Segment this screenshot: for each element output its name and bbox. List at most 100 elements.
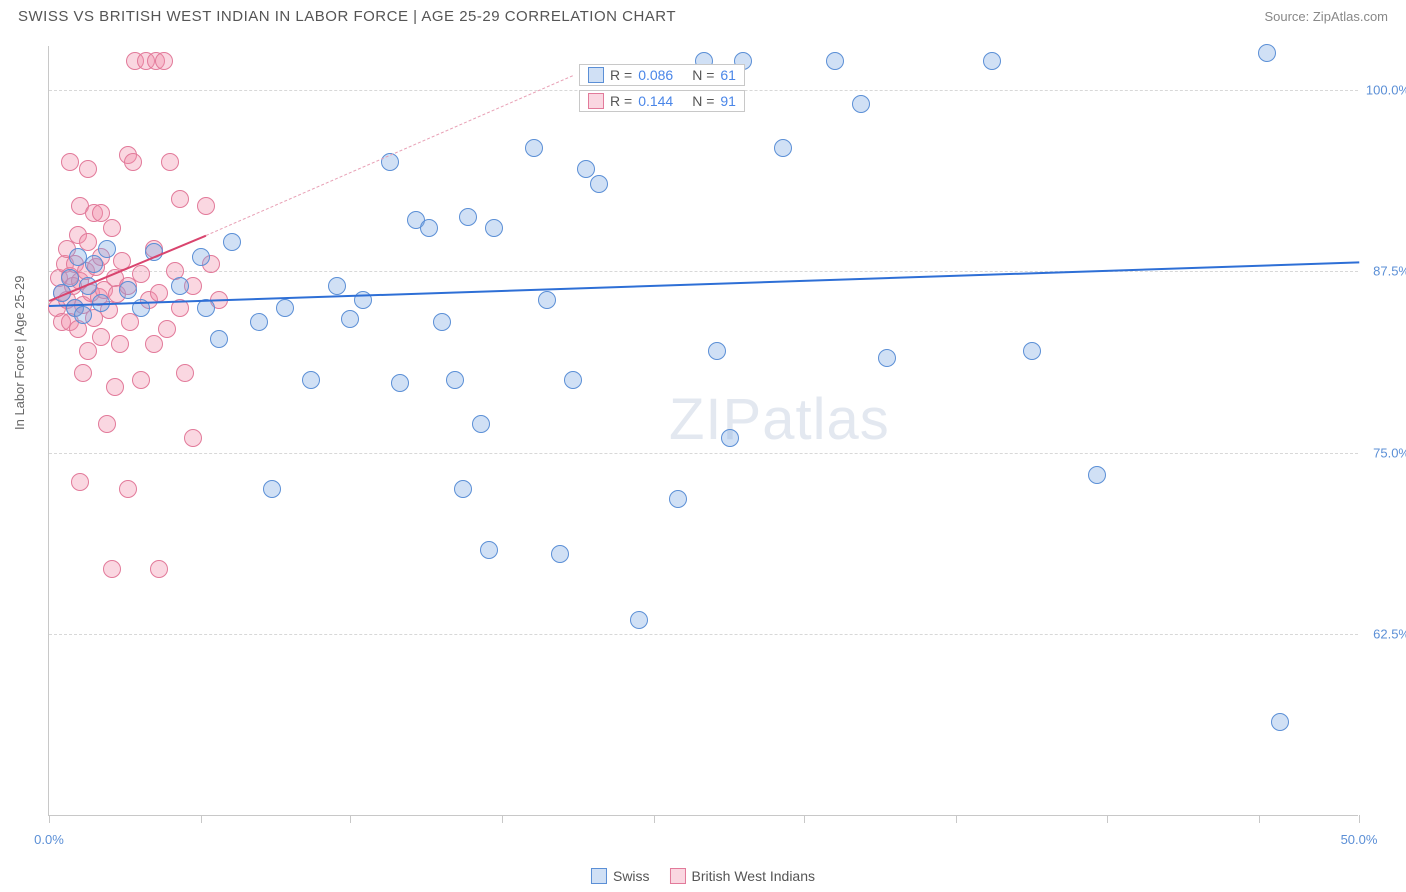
scatter-point-swiss [1258, 44, 1276, 62]
stats-box-row: R = 0.086 N = 61 [579, 64, 745, 86]
stats-box-row: R = 0.144 N = 91 [579, 90, 745, 112]
scatter-point-swiss [119, 281, 137, 299]
scatter-point-swiss [577, 160, 595, 178]
scatter-point-bwi [103, 560, 121, 578]
gridline [49, 634, 1358, 635]
scatter-point-bwi [158, 320, 176, 338]
scatter-point-swiss [459, 208, 477, 226]
chart-title: SWISS VS BRITISH WEST INDIAN IN LABOR FO… [18, 8, 676, 25]
scatter-point-swiss [171, 277, 189, 295]
scatter-point-swiss [74, 306, 92, 324]
x-tick [1259, 815, 1260, 823]
stats-r-label: R = [610, 93, 632, 109]
x-tick [1359, 815, 1360, 823]
y-tick-label: 75.0% [1360, 445, 1406, 460]
scatter-point-bwi [161, 153, 179, 171]
scatter-point-swiss [210, 330, 228, 348]
scatter-point-bwi [176, 364, 194, 382]
gridline [49, 453, 1358, 454]
stats-swatch [588, 93, 604, 109]
scatter-chart: ZIPatlas 62.5%75.0%87.5%100.0%0.0%50.0%R… [48, 46, 1358, 816]
scatter-point-bwi [197, 197, 215, 215]
scatter-point-swiss [852, 95, 870, 113]
scatter-point-swiss [391, 374, 409, 392]
stats-n-value: 91 [720, 93, 736, 109]
scatter-point-swiss [276, 299, 294, 317]
scatter-point-swiss [538, 291, 556, 309]
legend-item: British West Indians [670, 868, 815, 884]
legend-label: British West Indians [692, 868, 815, 884]
x-tick-label: 50.0% [1341, 832, 1378, 847]
scatter-point-swiss [302, 371, 320, 389]
scatter-point-bwi [150, 284, 168, 302]
x-tick [502, 815, 503, 823]
legend-item: Swiss [591, 868, 650, 884]
gridline [49, 271, 1358, 272]
x-tick [804, 815, 805, 823]
scatter-point-swiss [1088, 466, 1106, 484]
legend-swatch [591, 868, 607, 884]
scatter-point-bwi [132, 371, 150, 389]
x-tick-label: 0.0% [34, 832, 64, 847]
scatter-point-bwi [171, 190, 189, 208]
scatter-point-swiss [420, 219, 438, 237]
y-tick-label: 100.0% [1360, 82, 1406, 97]
stats-r-value: 0.086 [638, 67, 686, 83]
scatter-point-bwi [119, 480, 137, 498]
scatter-point-swiss [192, 248, 210, 266]
legend-label: Swiss [613, 868, 650, 884]
scatter-point-swiss [472, 415, 490, 433]
scatter-point-swiss [61, 269, 79, 287]
stats-n-label: N = [692, 93, 714, 109]
scatter-point-bwi [132, 265, 150, 283]
scatter-point-swiss [454, 480, 472, 498]
stats-r-value: 0.144 [638, 93, 686, 109]
scatter-point-swiss [721, 429, 739, 447]
stats-n-value: 61 [720, 67, 736, 83]
legend: Swiss British West Indians [591, 868, 815, 884]
scatter-point-swiss [433, 313, 451, 331]
scatter-point-bwi [124, 153, 142, 171]
scatter-point-swiss [223, 233, 241, 251]
scatter-point-swiss [263, 480, 281, 498]
scatter-point-swiss [708, 342, 726, 360]
x-tick [350, 815, 351, 823]
scatter-point-bwi [111, 335, 129, 353]
stats-r-label: R = [610, 67, 632, 83]
scatter-point-swiss [630, 611, 648, 629]
scatter-point-bwi [150, 560, 168, 578]
scatter-point-bwi [92, 204, 110, 222]
scatter-point-bwi [184, 429, 202, 447]
x-tick [654, 815, 655, 823]
stats-n-label: N = [692, 67, 714, 83]
scatter-point-swiss [826, 52, 844, 70]
scatter-point-swiss [328, 277, 346, 295]
scatter-point-swiss [878, 349, 896, 367]
scatter-point-bwi [71, 473, 89, 491]
scatter-point-swiss [480, 541, 498, 559]
scatter-point-swiss [525, 139, 543, 157]
scatter-point-swiss [983, 52, 1001, 70]
watermark-thin: atlas [762, 387, 890, 452]
chart-header: SWISS VS BRITISH WEST INDIAN IN LABOR FO… [0, 0, 1406, 29]
scatter-point-swiss [774, 139, 792, 157]
scatter-point-bwi [103, 219, 121, 237]
scatter-point-bwi [145, 335, 163, 353]
scatter-point-swiss [1023, 342, 1041, 360]
stats-swatch [588, 67, 604, 83]
scatter-point-swiss [590, 175, 608, 193]
scatter-point-bwi [106, 378, 124, 396]
x-tick [49, 815, 50, 823]
scatter-point-swiss [564, 371, 582, 389]
y-axis-label: In Labor Force | Age 25-29 [12, 276, 27, 430]
y-tick-label: 62.5% [1360, 627, 1406, 642]
x-tick [201, 815, 202, 823]
watermark: ZIPatlas [669, 386, 890, 453]
trend-line-dashed [206, 75, 573, 236]
y-tick-label: 87.5% [1360, 264, 1406, 279]
scatter-point-swiss [551, 545, 569, 563]
scatter-point-bwi [79, 342, 97, 360]
scatter-point-swiss [446, 371, 464, 389]
scatter-point-swiss [1271, 713, 1289, 731]
chart-source: Source: ZipAtlas.com [1264, 9, 1388, 24]
